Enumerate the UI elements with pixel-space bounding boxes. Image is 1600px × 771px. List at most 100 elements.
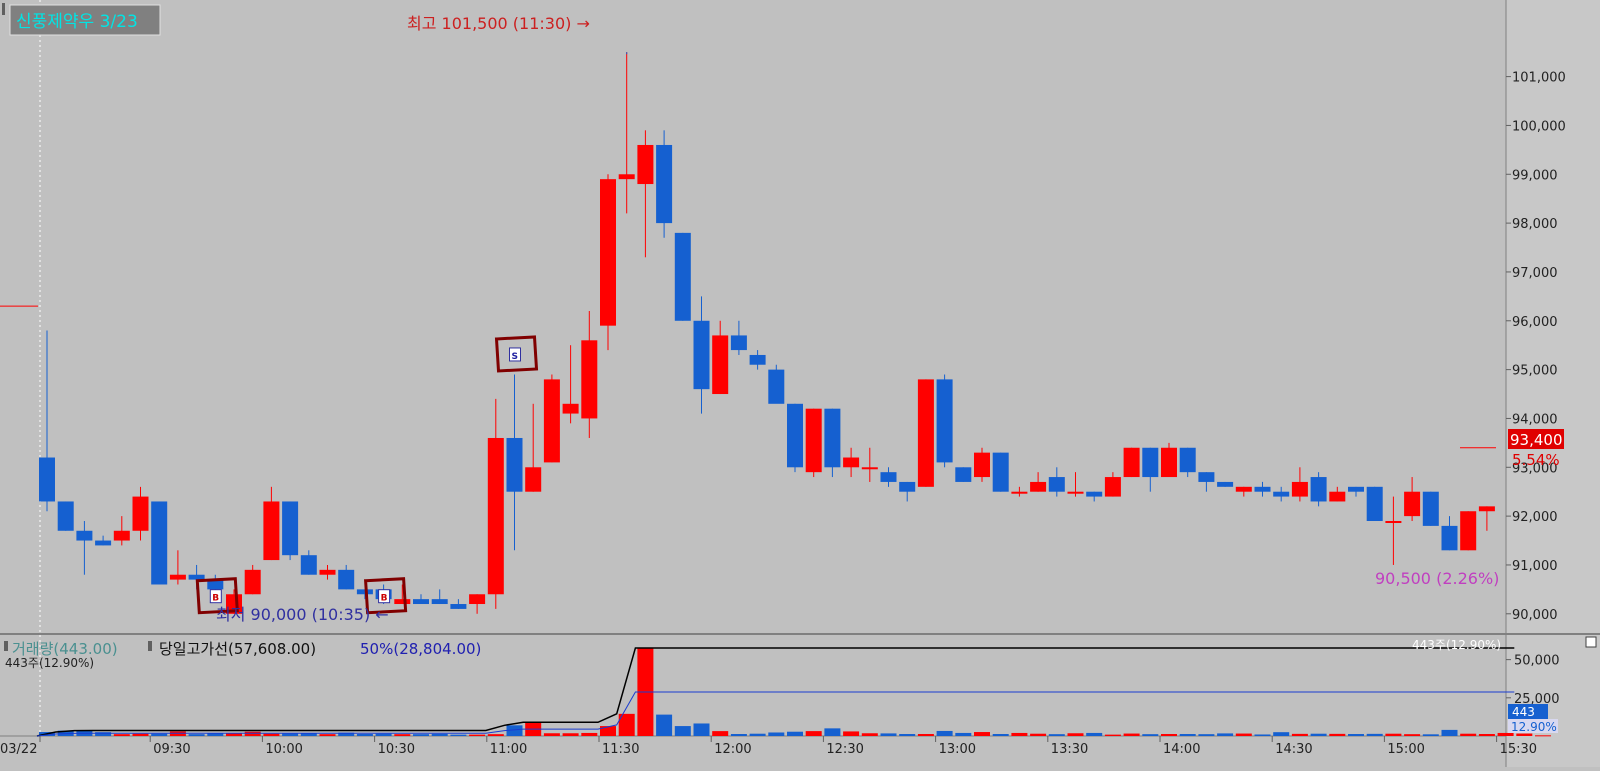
highline-legend: 당일고가선(57,608.00) (159, 640, 316, 658)
panel-expand-icon[interactable] (1585, 636, 1597, 648)
volume-bar (1198, 734, 1215, 736)
volume-bar (244, 731, 261, 736)
time-tick-label: 13:00 (939, 742, 976, 757)
candle-body (955, 467, 972, 482)
candle-body (1179, 447, 1196, 473)
volume-bar (880, 733, 897, 736)
volume-bar (1516, 733, 1533, 736)
title-box[interactable]: 신풍제약우 3/23 (9, 4, 161, 36)
last-price-value: 93,400 (1510, 431, 1563, 449)
volume-bar (1179, 734, 1196, 736)
candle-body (618, 174, 635, 180)
candle-body (712, 335, 729, 395)
candle-body (880, 472, 897, 482)
volume-bar (1478, 734, 1495, 736)
volume-bar (1235, 733, 1252, 736)
candle-body (1254, 486, 1271, 492)
last-volume-tag (1508, 704, 1548, 719)
buy-signal-icon (378, 589, 391, 604)
time-tick-label: 10:30 (378, 742, 415, 757)
candle-body (450, 604, 467, 609)
volume-tick-label: 50,000 (1514, 654, 1560, 669)
candle-body (787, 403, 803, 468)
volume-bar (113, 734, 130, 736)
candle-body (300, 555, 317, 575)
candle-body (487, 437, 504, 595)
candle-body (917, 379, 934, 487)
volume-bar (1497, 732, 1514, 736)
candle-body (730, 335, 747, 351)
candle-body (861, 467, 878, 470)
candle-body (1104, 477, 1121, 497)
price-tick-label: 95,000 (1512, 364, 1558, 379)
candle-body (1030, 481, 1047, 492)
candle-body (188, 574, 205, 580)
volume-bar (188, 734, 205, 736)
price-tick-label: 100,000 (1512, 119, 1566, 134)
half-volume-line (36, 691, 1515, 737)
last-volume-value: 443 (1512, 705, 1535, 719)
day-high-volume-line (36, 647, 1515, 737)
volume-legend: 거래량(443.00) (12, 640, 118, 658)
last-volume-pct-tag (1508, 719, 1558, 733)
candle-body (1404, 491, 1421, 517)
candle-body (768, 369, 785, 404)
price-tick-label: 97,000 (1512, 266, 1558, 281)
candle-body (1329, 491, 1346, 502)
candle-body (1123, 447, 1140, 478)
candle-body (1348, 486, 1364, 492)
volume-bar (1048, 734, 1065, 736)
candle-body (974, 452, 990, 478)
y-axis-panel (1506, 0, 1600, 767)
chart-title: 신풍제약우 3/23 (16, 12, 138, 32)
volume-bar (207, 733, 224, 736)
volume-bar (319, 734, 336, 736)
candle-body (992, 452, 1009, 492)
candle-body (656, 144, 673, 224)
volume-bar (338, 732, 355, 736)
candle-body (936, 379, 953, 463)
volume-bar (768, 732, 785, 736)
candle-body (1273, 491, 1290, 497)
change-percent: 5.54% (1512, 451, 1560, 469)
volume-bar (431, 733, 448, 736)
candle-body (57, 501, 74, 531)
candle-body (113, 530, 130, 541)
time-tick-label: 15:30 (1500, 742, 1537, 757)
candle-body (637, 144, 654, 185)
volume-bar (1329, 733, 1346, 736)
last-price-tag (1508, 429, 1564, 449)
candle-body (469, 594, 486, 605)
volume-bar (1067, 733, 1084, 736)
volume-bar (506, 725, 523, 736)
time-tick-label: 12:30 (826, 742, 863, 757)
price-tick-label: 90,000 (1512, 608, 1558, 623)
corner-handle-icon[interactable] (2, 3, 5, 15)
candle-body (338, 569, 355, 590)
volume-bar (1460, 733, 1477, 736)
highline-legend-handle-icon[interactable] (148, 641, 152, 651)
volume-bar (693, 723, 710, 736)
price-tick-label: 96,000 (1512, 315, 1558, 330)
candle-body (600, 179, 616, 326)
candle-body (132, 496, 149, 531)
candle-body (543, 379, 560, 463)
candle-body (506, 437, 523, 492)
candle-body (749, 354, 766, 365)
volume-tick-label: 25,000 (1514, 692, 1560, 707)
candle-body (1198, 472, 1215, 482)
volume-bar (730, 734, 747, 736)
candle-body (1385, 521, 1402, 524)
volume-legend-handle-icon[interactable] (4, 641, 8, 651)
candle-body (693, 320, 710, 390)
volume-bar (787, 731, 803, 736)
volume-bar (1273, 732, 1290, 736)
volume-bar (712, 731, 729, 736)
sell-signal-box (494, 335, 539, 373)
candle-body (805, 408, 822, 473)
volume-bar (805, 731, 822, 736)
time-tick-label: 12:00 (714, 742, 751, 757)
